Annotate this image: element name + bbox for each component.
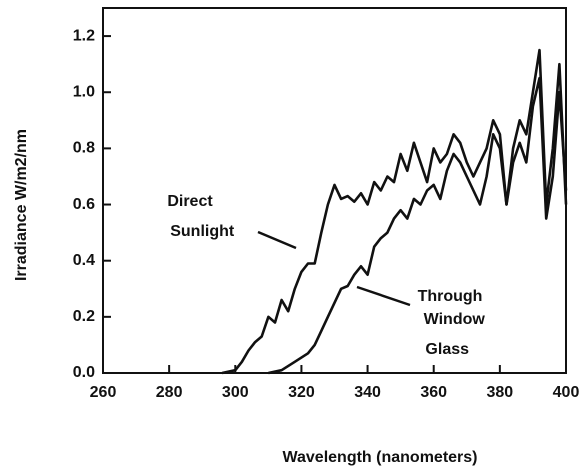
series-line: [221, 48, 568, 375]
y-tick-label: 0.0: [73, 364, 95, 381]
x-tick-label: 300: [222, 384, 249, 401]
y-tick-label: 0.6: [73, 196, 95, 213]
annotation-pointer: [257, 230, 297, 250]
y-tick-label: 1.0: [73, 83, 95, 100]
y-tick-label: 0.4: [73, 252, 95, 269]
series-annotation: Direct Sunlight: [166, 193, 235, 240]
x-tick-label: 380: [487, 384, 514, 401]
series-line: [268, 76, 568, 375]
x-tick-label: 320: [288, 384, 315, 401]
y-tick-label: 0.2: [73, 308, 95, 325]
x-tick-label: 400: [553, 384, 580, 401]
annotation-line: Direct: [167, 193, 213, 210]
annotation-pointer: [356, 285, 411, 307]
annotation-line: Window: [419, 311, 485, 328]
y-tick-label: 1.2: [73, 27, 95, 44]
x-tick-label: 340: [354, 384, 381, 401]
y-axis-label: Irradiance W/m2/nm: [13, 129, 30, 281]
x-tick-label: 360: [420, 384, 447, 401]
annotation-line: Sunlight: [166, 223, 235, 240]
y-tick-label: 0.8: [73, 140, 95, 157]
annotation-line: Through: [418, 288, 483, 305]
x-tick-label: 280: [156, 384, 183, 401]
x-axis-label: Wavelength (nanometers): [283, 449, 478, 466]
plot-frame: [102, 7, 567, 374]
annotation-line: Glass: [421, 341, 469, 358]
series-annotation: Through Window Glass: [418, 288, 486, 358]
x-tick-label: 260: [90, 384, 117, 401]
